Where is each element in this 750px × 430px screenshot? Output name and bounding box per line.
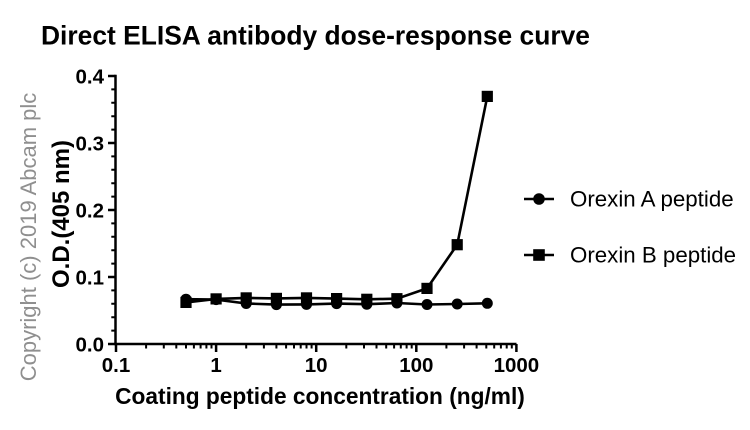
svg-text:0.1: 0.1 (76, 267, 105, 290)
svg-text:Direct ELISA antibody dose-res: Direct ELISA antibody dose-response curv… (41, 21, 590, 51)
svg-text:0.4: 0.4 (76, 66, 105, 89)
svg-text:Orexin B peptide: Orexin B peptide (570, 243, 736, 268)
svg-text:100: 100 (399, 354, 433, 377)
svg-text:O.D.(405 nm): O.D.(405 nm) (48, 140, 75, 288)
svg-text:Coating peptide concentration: Coating peptide concentration (ng/ml) (115, 383, 525, 409)
svg-text:0.1: 0.1 (102, 354, 131, 377)
svg-text:0.0: 0.0 (76, 334, 105, 357)
svg-text:10: 10 (305, 354, 328, 377)
svg-text:0.2: 0.2 (76, 200, 105, 223)
svg-text:Copyright (c) 2019 Abcam plc: Copyright (c) 2019 Abcam plc (16, 93, 41, 382)
svg-text:Orexin A peptide: Orexin A peptide (570, 187, 734, 212)
svg-text:1: 1 (210, 354, 221, 377)
svg-text:0.3: 0.3 (76, 133, 105, 156)
svg-text:1000: 1000 (494, 354, 540, 377)
